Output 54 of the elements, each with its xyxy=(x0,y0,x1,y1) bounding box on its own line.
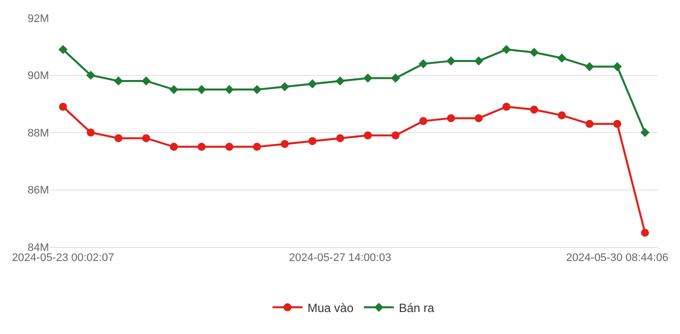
point xyxy=(502,102,510,111)
y-tick-label: 90M xyxy=(28,70,49,82)
point xyxy=(474,114,483,122)
point xyxy=(86,128,95,136)
point xyxy=(58,44,68,54)
point xyxy=(225,142,234,151)
point xyxy=(224,85,234,94)
point xyxy=(557,54,566,63)
point xyxy=(142,134,150,142)
y-tick-label: 84M xyxy=(28,242,49,254)
point xyxy=(640,128,650,138)
point xyxy=(612,62,622,72)
point xyxy=(502,44,511,54)
point xyxy=(586,120,594,128)
point xyxy=(446,114,455,122)
point xyxy=(364,131,372,140)
legend-label: Mua vào xyxy=(308,300,354,315)
y-tick-label: 92M xyxy=(28,12,49,25)
point xyxy=(418,59,428,68)
x-tick-label: 2024-05-23 00:02:07 xyxy=(12,252,114,264)
y-tick-label: 86M xyxy=(28,184,49,197)
y-tick-label: 88M xyxy=(28,127,49,140)
x-tick-label: 2024-05-27 14:00:03 xyxy=(289,252,392,264)
point xyxy=(391,74,400,83)
point xyxy=(142,76,151,86)
point xyxy=(419,117,428,126)
point xyxy=(86,70,96,80)
point xyxy=(198,142,206,151)
point xyxy=(474,56,484,66)
point xyxy=(253,142,262,151)
point xyxy=(280,82,290,92)
point xyxy=(280,140,289,148)
point xyxy=(613,120,622,128)
point xyxy=(59,102,68,111)
point xyxy=(530,48,539,57)
x-tick-label: 2024-05-30 08:44:06 xyxy=(566,252,668,264)
point xyxy=(392,131,400,140)
point xyxy=(170,142,178,151)
point xyxy=(446,56,456,66)
point xyxy=(530,106,538,114)
point xyxy=(585,62,594,72)
point xyxy=(308,79,317,88)
point xyxy=(114,76,123,86)
point xyxy=(558,111,566,120)
point xyxy=(336,76,345,86)
legend-label: Bán ra xyxy=(398,300,435,315)
point xyxy=(197,85,206,94)
point xyxy=(363,74,372,83)
point xyxy=(114,134,122,142)
point xyxy=(640,228,649,237)
point xyxy=(252,85,262,94)
point xyxy=(308,137,316,146)
point xyxy=(169,85,178,94)
point xyxy=(336,134,344,142)
